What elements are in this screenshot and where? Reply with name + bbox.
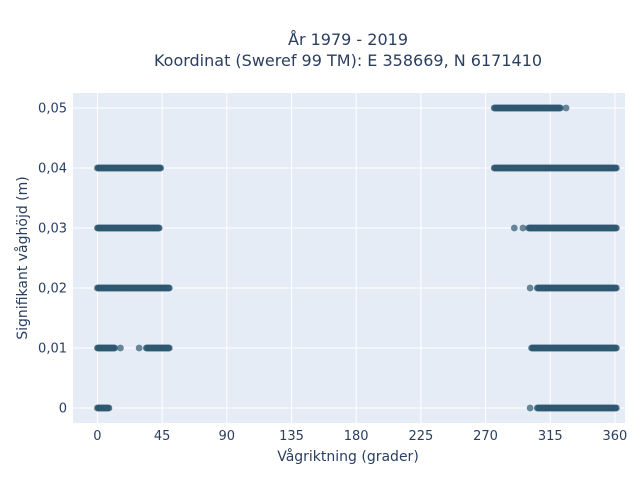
data-point xyxy=(165,344,173,352)
x-axis-label: Vågriktning (grader) xyxy=(277,448,419,465)
data-point xyxy=(556,104,564,112)
data-point xyxy=(519,224,527,232)
y-tick-label: 0,01 xyxy=(38,342,67,357)
data-point xyxy=(562,104,570,112)
data-point xyxy=(135,344,143,352)
data-point xyxy=(526,284,534,292)
y-tick-label: 0,03 xyxy=(38,222,67,237)
x-tick-label: 0 xyxy=(93,429,101,444)
x-axis-ticks: 0 45 90 135 180 225 270 315 360 xyxy=(93,429,627,444)
x-tick-label: 225 xyxy=(408,429,433,444)
data-point xyxy=(117,344,124,352)
data-point xyxy=(111,344,119,352)
data-point xyxy=(612,224,620,232)
data-point xyxy=(612,164,620,172)
y-tick-label: 0 xyxy=(59,402,67,417)
plot-area xyxy=(73,93,625,423)
x-tick-label: 270 xyxy=(473,429,498,444)
x-tick-label: 45 xyxy=(154,429,171,444)
data-point xyxy=(612,404,620,412)
x-tick-label: 360 xyxy=(603,429,628,444)
y-axis-label: Signifikant våghöjd (m) xyxy=(14,176,31,339)
y-tick-label: 0,02 xyxy=(38,282,67,297)
data-point xyxy=(155,224,163,232)
data-point xyxy=(526,404,534,412)
data-point xyxy=(157,164,165,172)
chart-title-line1: År 1979 - 2019 xyxy=(288,30,408,49)
data-point xyxy=(612,284,620,292)
x-tick-label: 180 xyxy=(344,429,369,444)
x-tick-label: 135 xyxy=(279,429,304,444)
data-points xyxy=(94,104,620,412)
x-tick-label: 315 xyxy=(538,429,563,444)
y-tick-label: 0,04 xyxy=(38,162,67,177)
data-point xyxy=(612,344,620,352)
data-point xyxy=(510,224,518,232)
y-axis-ticks: 0 0,01 0,02 0,03 0,04 0,05 xyxy=(38,102,67,417)
chart-title-line2: Koordinat (Sweref 99 TM): E 358669, N 61… xyxy=(154,51,542,70)
x-tick-label: 90 xyxy=(219,429,236,444)
data-point xyxy=(165,284,173,292)
y-tick-label: 0,05 xyxy=(38,102,67,117)
data-point xyxy=(105,404,113,412)
